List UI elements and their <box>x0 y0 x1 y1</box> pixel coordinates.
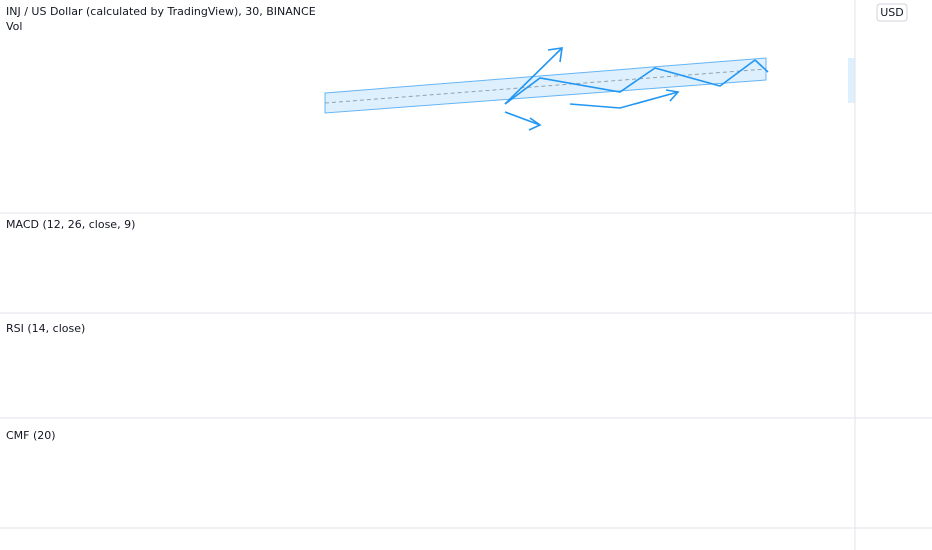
arrow-head <box>528 117 542 131</box>
macd-title: MACD (12, 26, close, 9) <box>6 218 135 231</box>
volume-title: Vol <box>6 20 22 33</box>
currency-badge[interactable] <box>876 3 908 22</box>
arrow-head <box>665 89 680 102</box>
drawings <box>324 47 855 131</box>
range-marker <box>848 58 855 103</box>
arrow <box>504 111 541 126</box>
legends: INJ / US Dollar (calculated by TradingVi… <box>6 5 316 442</box>
arrow <box>754 59 769 73</box>
channel <box>324 57 767 114</box>
projection-path <box>504 59 756 105</box>
channel-mid <box>324 68 767 104</box>
arrow-head <box>547 47 563 63</box>
arrow <box>504 47 563 105</box>
cmf-title: CMF (20) <box>6 429 56 442</box>
arrow <box>569 91 679 109</box>
chart-title: INJ / US Dollar (calculated by TradingVi… <box>6 5 316 18</box>
rsi-title: RSI (14, close) <box>6 322 85 335</box>
currency-label: USD <box>880 6 904 19</box>
